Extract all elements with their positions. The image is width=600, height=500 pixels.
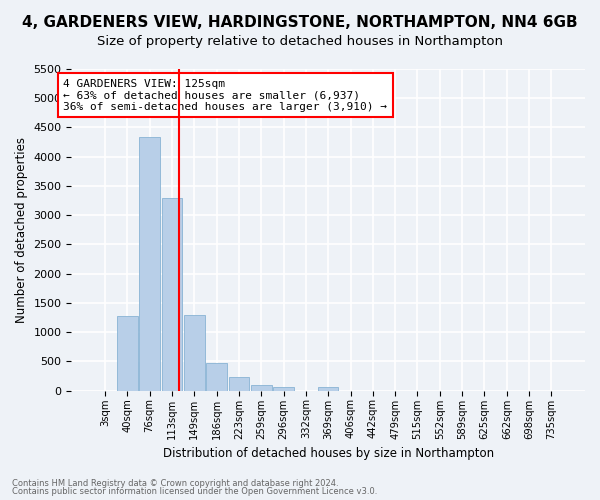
- Text: 4, GARDENERS VIEW, HARDINGSTONE, NORTHAMPTON, NN4 6GB: 4, GARDENERS VIEW, HARDINGSTONE, NORTHAM…: [22, 15, 578, 30]
- X-axis label: Distribution of detached houses by size in Northampton: Distribution of detached houses by size …: [163, 447, 494, 460]
- Text: Contains HM Land Registry data © Crown copyright and database right 2024.: Contains HM Land Registry data © Crown c…: [12, 478, 338, 488]
- Text: Size of property relative to detached houses in Northampton: Size of property relative to detached ho…: [97, 35, 503, 48]
- Bar: [206, 362, 227, 390]
- Bar: [273, 387, 294, 390]
- Bar: [318, 388, 338, 390]
- Bar: [139, 138, 160, 390]
- Bar: [229, 377, 249, 390]
- Y-axis label: Number of detached properties: Number of detached properties: [15, 137, 28, 323]
- Bar: [184, 315, 205, 390]
- Text: Contains public sector information licensed under the Open Government Licence v3: Contains public sector information licen…: [12, 487, 377, 496]
- Text: 4 GARDENERS VIEW: 125sqm
← 63% of detached houses are smaller (6,937)
36% of sem: 4 GARDENERS VIEW: 125sqm ← 63% of detach…: [64, 78, 388, 112]
- Bar: [251, 385, 272, 390]
- Bar: [162, 198, 182, 390]
- Bar: [117, 316, 137, 390]
